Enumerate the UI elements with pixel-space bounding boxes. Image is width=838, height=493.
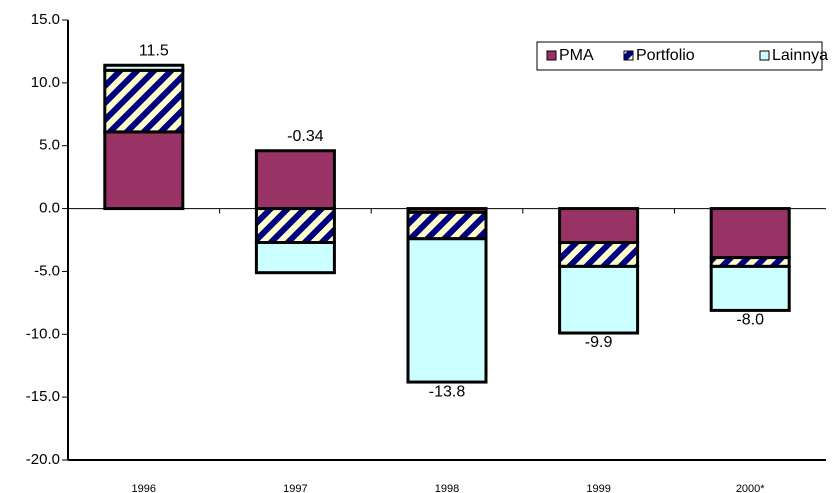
legend-swatch: [546, 50, 557, 61]
y-tick-label: 0.0: [39, 200, 60, 217]
bar-segment: [709, 207, 791, 260]
bar-segment: [406, 210, 488, 241]
y-tick-label: -5.0: [34, 262, 60, 279]
y-tick-label: 10.0: [31, 74, 60, 91]
bar-segment: [558, 241, 640, 268]
y-tick-label: -20.0: [26, 451, 60, 468]
legend-swatch: [759, 50, 770, 61]
bar-segment: [103, 63, 185, 72]
bar-segment: [254, 149, 336, 211]
total-label: -0.34: [287, 128, 324, 145]
bar-segment: [709, 264, 791, 312]
bar-segment: [254, 241, 336, 275]
total-label: 11.5: [139, 42, 169, 59]
x-tick-label: 1999: [586, 483, 610, 493]
x-tick-label: 1997: [283, 483, 307, 493]
x-tick-label: 2000*: [736, 483, 765, 493]
bar-segment: [558, 264, 640, 335]
bar-segment: [406, 237, 488, 384]
legend-swatch: [623, 50, 634, 61]
total-label: -9.9: [585, 334, 613, 351]
y-tick-label: -15.0: [26, 388, 60, 405]
bar-segment: [254, 207, 336, 245]
y-tick-label: -10.0: [26, 325, 60, 342]
legend-box: [536, 41, 823, 71]
y-tick-label: 5.0: [39, 137, 60, 154]
x-tick-label: 1998: [435, 483, 459, 493]
legend-label: Lainnya: [772, 47, 828, 64]
bar-segment: [103, 130, 185, 211]
x-tick-label: 1996: [132, 483, 156, 493]
bar-segment: [558, 207, 640, 245]
legend-label: Portfolio: [636, 47, 695, 64]
total-label: -13.8: [429, 383, 466, 400]
bar-segment: [103, 68, 185, 134]
legend-label: PMA: [559, 47, 594, 64]
total-label: -8.0: [736, 312, 764, 329]
y-tick-label: 15.0: [31, 11, 60, 28]
